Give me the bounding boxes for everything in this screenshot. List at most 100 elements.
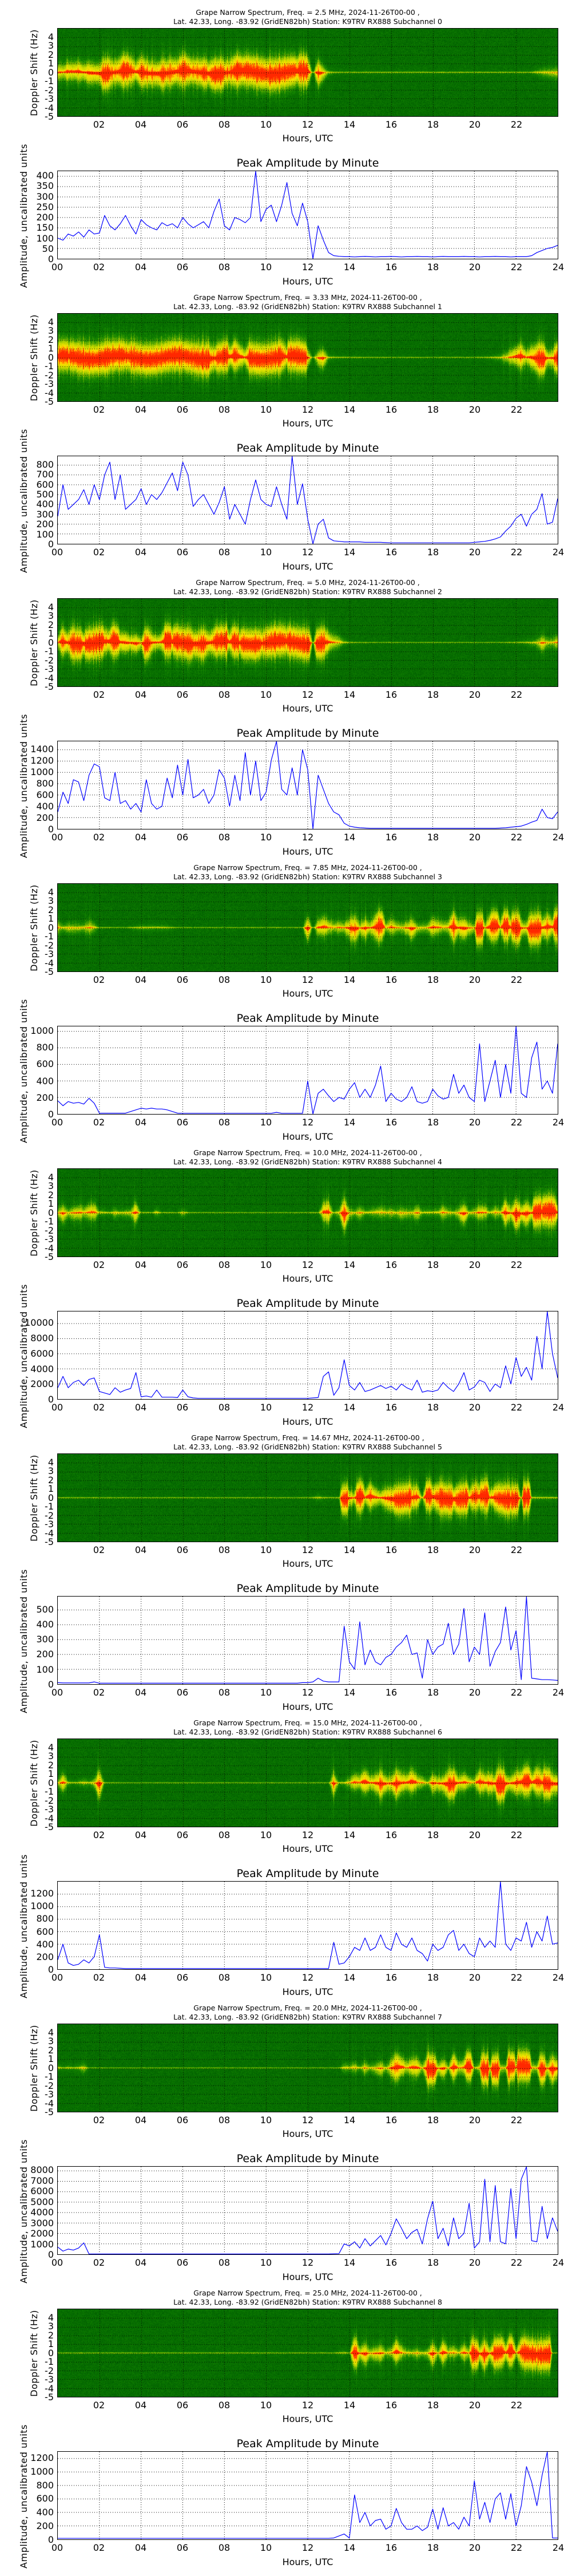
spectrogram-x-tick-label: 16 <box>385 974 398 985</box>
spectrogram-x-tick-label: 16 <box>385 2400 398 2411</box>
spectrogram-plot <box>57 313 558 402</box>
amplitude-y-tick-label: 1200 <box>30 1888 54 1899</box>
spectrogram-x-tick-label: 02 <box>93 1830 105 1840</box>
spectrogram-y-tick-label: 3 <box>47 895 54 906</box>
peak-amplitude-series-line <box>58 1311 558 1399</box>
amplitude-y-axis-label: Amplitude, uncalibrated units <box>18 429 29 573</box>
amplitude-x-tick-label: 04 <box>134 1972 147 1983</box>
spectrogram-x-tick-label: 02 <box>93 1544 105 1555</box>
amplitude-y-tick-label: 0 <box>47 2534 54 2545</box>
amplitude-x-tick-label: 02 <box>93 1972 105 1983</box>
spectrogram-x-tick-label: 18 <box>427 404 439 415</box>
spectrogram-x-tick-label: 16 <box>385 689 398 700</box>
amplitude-x-tick-label: 20 <box>468 547 481 558</box>
spectrogram-x-tick-label: 18 <box>427 2400 439 2411</box>
spectrogram-x-tick-label: 06 <box>176 119 189 130</box>
amplitude-y-tick-label: 0 <box>47 824 54 835</box>
spectrogram-y-tick-label: 1 <box>47 1483 54 1494</box>
spectrogram-x-axis-label: Hours, UTC <box>282 2413 333 2424</box>
spectrogram-plot <box>57 28 558 117</box>
spectrogram-x-tick-label: 18 <box>427 1259 439 1270</box>
spectrogram-plot <box>57 1739 558 1827</box>
amplitude-x-tick-label: 18 <box>427 1402 439 1413</box>
spectrogram-y-tick-label: 4 <box>47 601 54 613</box>
spectrogram-x-tick-label: 08 <box>218 1544 231 1555</box>
spectrogram-y-tick-label: -5 <box>45 396 54 407</box>
spectrogram-y-tick-label: -4 <box>45 2383 54 2394</box>
amplitude-y-tick-label: 800 <box>36 778 54 789</box>
amplitude-x-tick-label: 02 <box>93 2542 105 2553</box>
spectrogram-x-tick-label: 04 <box>134 2400 147 2411</box>
amplitude-x-tick-label: 12 <box>301 1402 314 1413</box>
amplitude-x-tick-label: 00 <box>51 2542 63 2553</box>
amplitude-x-tick-label: 08 <box>218 547 231 558</box>
amplitude-y-tick-label: 1000 <box>30 767 54 777</box>
amplitude-x-axis-label: Hours, UTC <box>282 2557 333 2567</box>
amplitude-y-axis-label: Amplitude, uncalibrated units <box>18 999 29 1143</box>
amplitude-x-tick-label: 16 <box>385 1117 398 1128</box>
amplitude-x-tick-label: 16 <box>385 1687 398 1698</box>
amplitude-chart-title: Peak Amplitude by Minute <box>236 1297 379 1310</box>
amplitude-x-tick-label: 22 <box>510 1402 523 1413</box>
amplitude-x-tick-label: 22 <box>510 832 523 843</box>
spectrogram-plot <box>57 1453 558 1542</box>
amplitude-x-tick-label: 24 <box>552 1117 565 1128</box>
amplitude-y-axis-label: Amplitude, uncalibrated units <box>18 714 29 858</box>
spectrogram-x-tick-label: 06 <box>176 2115 189 2125</box>
amplitude-y-axis-label: Amplitude, uncalibrated units <box>18 1284 29 1428</box>
spectrogram-x-tick-label: 10 <box>260 689 272 700</box>
spectrogram-x-tick-label: 16 <box>385 1544 398 1555</box>
spectrogram-x-tick-label: 04 <box>134 2115 147 2125</box>
amplitude-x-tick-label: 12 <box>301 262 314 272</box>
spectrogram-x-tick-label: 14 <box>343 119 356 130</box>
peak-amplitude-series-line <box>58 1597 558 1684</box>
amplitude-x-tick-label: 18 <box>427 1972 439 1983</box>
spectrogram-x-tick-label: 08 <box>218 2400 231 2411</box>
amplitude-x-tick-label: 06 <box>176 1687 189 1698</box>
amplitude-x-tick-label: 20 <box>468 1687 481 1698</box>
amplitude-plot <box>57 1881 558 1970</box>
amplitude-y-tick-label: 6000 <box>30 2186 54 2197</box>
spectrogram-y-tick-label: 1 <box>47 913 54 924</box>
spectrogram-title-line-2: Lat. 42.33, Long. -83.92 (GridEN82bh) St… <box>173 872 442 881</box>
spectrogram-y-tick-label: 2 <box>47 1474 54 1485</box>
amplitude-x-tick-label: 16 <box>385 262 398 272</box>
amplitude-x-tick-label: 16 <box>385 1402 398 1413</box>
spectrogram-y-tick-label: 3 <box>47 40 54 51</box>
spectrogram-x-tick-label: 12 <box>301 1259 314 1270</box>
spectrogram-y-tick-label: 3 <box>47 1465 54 1476</box>
spectrogram-y-tick-label: 4 <box>47 1456 54 1468</box>
amplitude-y-tick-label: 0 <box>47 2249 54 2260</box>
amplitude-y-tick-label: 4000 <box>30 2207 54 2218</box>
spectrogram-y-tick-label: 4 <box>47 31 54 42</box>
amplitude-y-tick-label: 0 <box>47 1964 54 1975</box>
spectrogram-y-tick-label: 0 <box>47 351 54 363</box>
spectrogram-x-axis-label: Hours, UTC <box>282 703 333 714</box>
spectrogram-x-tick-label: 12 <box>301 2400 314 2411</box>
spectrogram-y-tick-label: 0 <box>47 1777 54 1788</box>
spectrogram-y-tick-label: -1 <box>45 646 54 657</box>
spectrogram-x-axis-label: Hours, UTC <box>282 1273 333 1284</box>
spectrogram-title-line-1: Grape Narrow Spectrum, Freq. = 20.0 MHz,… <box>193 2004 422 2012</box>
spectrogram-y-tick-label: -3 <box>45 1519 54 1530</box>
amplitude-x-tick-label: 02 <box>93 1402 105 1413</box>
spectrogram-y-tick-label: 0 <box>47 66 54 78</box>
amplitude-y-tick-label: 1200 <box>30 755 54 766</box>
spectrogram-x-tick-label: 02 <box>93 1259 105 1270</box>
spectrogram-x-tick-label: 10 <box>260 1544 272 1555</box>
spectrogram-x-tick-label: 04 <box>134 1259 147 1270</box>
amplitude-x-tick-label: 20 <box>468 262 481 272</box>
spectrogram-y-tick-label: -3 <box>45 1234 54 1244</box>
spectrogram-y-tick-label: -2 <box>45 84 54 96</box>
amplitude-x-tick-label: 24 <box>552 1402 565 1413</box>
amplitude-x-tick-label: 12 <box>301 2542 314 2553</box>
amplitude-x-tick-label: 14 <box>343 2542 356 2553</box>
spectrogram-plot <box>57 2024 558 2112</box>
spectrogram-x-tick-label: 10 <box>260 404 272 415</box>
spectrogram-x-tick-label: 16 <box>385 119 398 130</box>
spectrogram-x-tick-label: 08 <box>218 1830 231 1840</box>
amplitude-y-tick-label: 200 <box>36 1092 54 1103</box>
spectrogram-y-tick-label: 2 <box>47 2329 54 2341</box>
spectrogram-x-tick-label: 20 <box>468 119 481 130</box>
amplitude-x-tick-label: 22 <box>510 2542 523 2553</box>
